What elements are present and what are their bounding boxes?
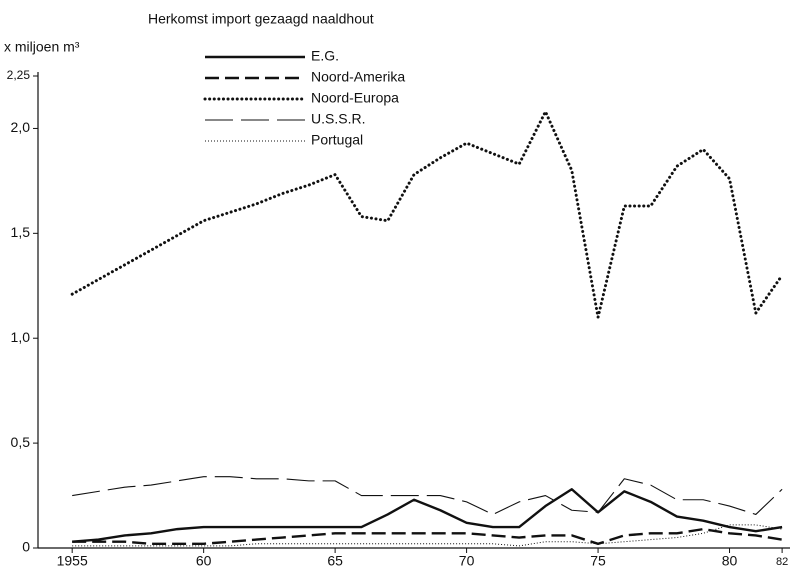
y-tick-label: 2,0: [11, 119, 31, 135]
x-tick-label: 70: [459, 553, 475, 569]
y-tick-label: 0,5: [11, 434, 31, 450]
y-tick-label: 1,5: [11, 224, 31, 240]
y-tick-label: 2,25: [7, 68, 31, 82]
series-line: [72, 476, 783, 515]
y-tick-label: 0: [22, 539, 30, 555]
y-axis-label: x miljoen m³: [4, 39, 80, 55]
x-tick-label: 80: [722, 553, 738, 569]
x-tick-label: 60: [196, 553, 212, 569]
legend-label: Noord-Amerika: [311, 69, 405, 85]
series-line: [70, 110, 784, 319]
legend-label: E.G.: [311, 48, 339, 64]
legend-label: Portugal: [311, 132, 363, 148]
y-tick-label: 1,0: [11, 329, 31, 345]
x-tick-label: 1955: [57, 553, 88, 569]
series-line: [72, 527, 783, 546]
series-line: [72, 488, 783, 543]
x-tick-label: 75: [590, 553, 606, 569]
legend-label: Noord-Europa: [311, 90, 399, 106]
chart-title: Herkomst import gezaagd naaldhout: [148, 11, 374, 27]
x-tick-label: 82: [776, 556, 788, 568]
x-tick-label: 65: [327, 553, 343, 569]
legend-label: U.S.S.R.: [311, 111, 365, 127]
